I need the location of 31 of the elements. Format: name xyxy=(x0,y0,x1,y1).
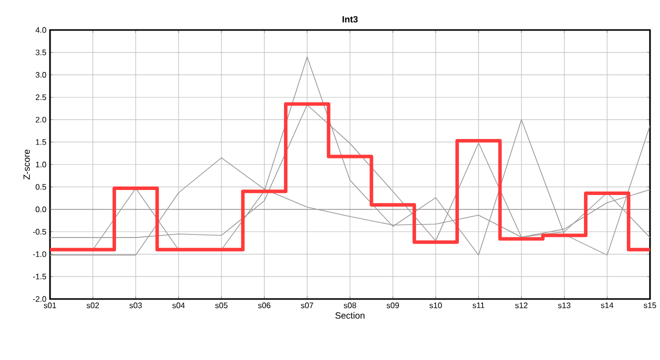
x-tick-label: s04 xyxy=(172,302,185,308)
y-tick-label: 0.5 xyxy=(36,184,46,190)
x-tick-label: s12 xyxy=(515,302,528,308)
x-tick-label: s05 xyxy=(215,302,228,308)
x-tick-label: s15 xyxy=(644,302,656,308)
x-tick-label: s06 xyxy=(258,302,270,308)
y-tick-label: 3.0 xyxy=(36,72,46,78)
x-tick-label: s08 xyxy=(344,302,356,308)
y-tick-label: -1.5 xyxy=(33,274,46,280)
y-tick-label: 2.5 xyxy=(36,94,46,100)
y-tick-label: 4.0 xyxy=(36,27,46,33)
y-tick-label: 3.5 xyxy=(36,50,46,56)
x-tick-label: s09 xyxy=(386,302,399,308)
y-tick-label: -0.5 xyxy=(33,228,46,235)
y-tick-label: 1.5 xyxy=(36,139,46,145)
y-tick-label: 1.0 xyxy=(36,162,46,168)
chart-title: Int3 xyxy=(342,16,358,22)
x-tick-label: s13 xyxy=(558,302,570,308)
x-tick-label: s11 xyxy=(472,302,484,308)
x-tick-label: s03 xyxy=(129,302,142,308)
x-tick-label: s10 xyxy=(429,302,442,308)
x-axis-title: Section xyxy=(335,312,364,319)
y-axis-title: Z-score xyxy=(24,150,30,180)
y-tick-label: 0.0 xyxy=(36,206,46,212)
x-tick-label: s01 xyxy=(44,302,56,308)
y-tick-label: -1.0 xyxy=(33,251,46,257)
x-tick-label: s07 xyxy=(300,302,314,308)
x-tick-label: s14 xyxy=(600,302,614,308)
y-tick-label: 2.0 xyxy=(36,116,46,123)
x-tick-label: s02 xyxy=(86,302,99,308)
y-tick-label: -2.0 xyxy=(33,296,46,302)
